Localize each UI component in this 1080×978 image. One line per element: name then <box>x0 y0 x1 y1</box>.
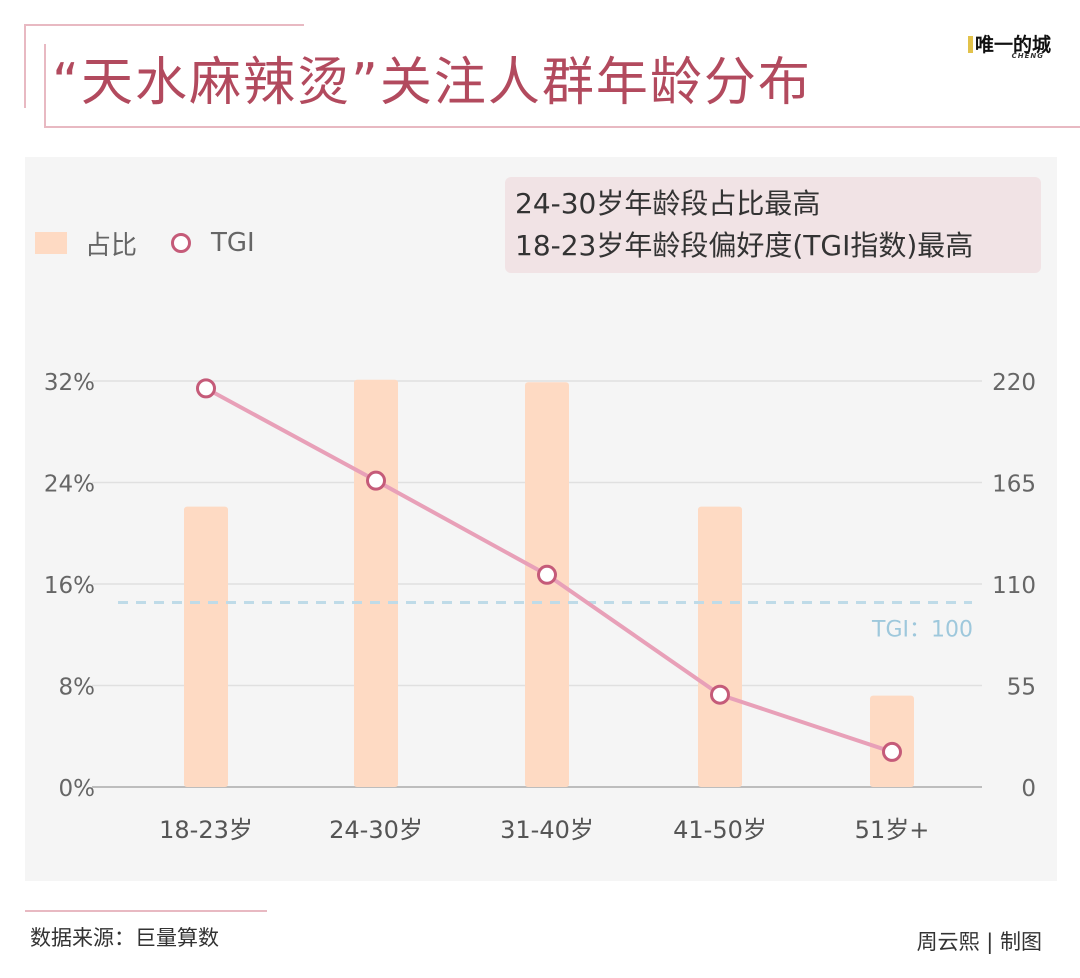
y-left-tick-label: 16% <box>44 573 95 599</box>
y-left-tick-label: 24% <box>44 472 95 498</box>
brand-logo: 唯一的城 CHENG <box>968 30 1064 64</box>
bar-2 <box>354 379 398 787</box>
x-tick-label: 41-50岁 <box>673 816 767 844</box>
data-source: 数据来源：巨量算数 <box>30 926 219 950</box>
y-left-tick-label: 8% <box>59 675 96 701</box>
title-frame-left <box>24 24 26 108</box>
tgi-point-4 <box>710 684 730 705</box>
legend-bar-label: 占比 <box>85 230 138 261</box>
x-tick-label: 18-23岁 <box>159 816 253 844</box>
annotation-box: 24-30岁年龄段占比最高 18-23岁年龄段偏好度(TGI指数)最高 <box>505 177 1041 273</box>
bar-4 <box>698 506 742 787</box>
logo-text: 唯一的城 <box>975 34 1052 56</box>
bar-1 <box>184 506 228 787</box>
annotation-line-1: 24-30岁年龄段占比最高 <box>515 187 821 220</box>
y-right-tick-label: 220 <box>992 370 1036 396</box>
bar-swatch-icon <box>35 232 67 254</box>
y-right-tick-label: 165 <box>992 472 1036 498</box>
logo-mark-icon <box>968 36 973 53</box>
x-tick-label: 24-30岁 <box>329 816 423 844</box>
chart-title: “天水麻辣烫”关注人群年龄分布 <box>52 53 812 113</box>
y-left-tick-label: 0% <box>59 776 96 802</box>
y-right-tick-label: 110 <box>992 573 1036 599</box>
title-frame-top <box>24 24 304 26</box>
chart-legend: 占比 TGI <box>35 226 255 261</box>
tgi-reference-label: TGI：100 <box>871 617 973 642</box>
tgi-point-2 <box>366 470 386 491</box>
title-frame <box>44 44 1080 128</box>
x-tick-label: 51岁+ <box>855 816 930 844</box>
line-marker-icon <box>171 233 192 253</box>
credit-text: 周云熙 | 制图 <box>916 930 1042 954</box>
y-right-tick-label: 55 <box>1007 675 1036 701</box>
bar-5 <box>870 695 914 787</box>
x-tick-label: 31-40岁 <box>500 816 594 844</box>
y-right-tick-label: 0 <box>1021 776 1036 802</box>
tgi-point-5 <box>882 741 902 762</box>
annotation-line-2: 18-23岁年龄段偏好度(TGI指数)最高 <box>515 229 974 262</box>
logo-subtext: CHENG <box>1011 52 1044 60</box>
legend-line-label: TGI <box>211 228 255 258</box>
y-left-tick-label: 32% <box>44 370 95 396</box>
source-divider <box>25 910 267 912</box>
tgi-point-1 <box>196 378 216 399</box>
tgi-point-3 <box>537 564 557 585</box>
